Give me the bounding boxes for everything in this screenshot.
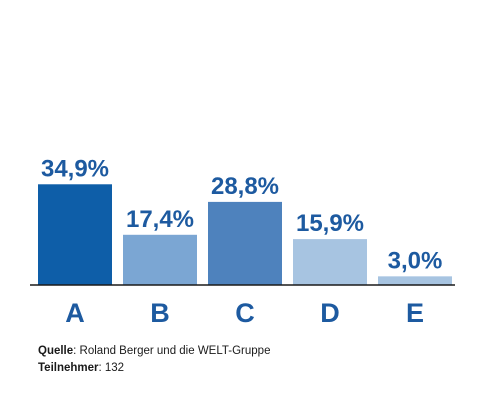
category-label-e: E <box>406 298 424 328</box>
value-label-c: 28,8% <box>211 173 279 200</box>
value-labels-group: 34,9% 17,4% 28,8% 15,9% 3,0% <box>41 155 442 274</box>
value-label-e: 3,0% <box>388 247 443 274</box>
category-label-b: B <box>150 298 170 328</box>
source-label: Quelle <box>38 345 74 357</box>
source-note: Quelle: Roland Berger und die WELT-Grupp… <box>38 345 270 357</box>
bar-b <box>123 234 197 285</box>
category-labels-group: A B C D E <box>65 298 424 328</box>
category-label-a: A <box>65 298 85 328</box>
value-label-a: 34,9% <box>41 155 109 182</box>
category-label-d: D <box>320 298 340 328</box>
source-text: : Roland Berger und die WELT-Gruppe <box>73 345 271 357</box>
value-label-b: 17,4% <box>126 206 194 233</box>
participants-label: Teilnehmer <box>38 362 99 374</box>
bar-a <box>38 184 112 285</box>
bar-c <box>208 201 282 285</box>
bar-e <box>378 276 452 285</box>
participants-text: : 132 <box>98 362 125 374</box>
category-label-c: C <box>235 298 255 328</box>
bars-group <box>38 184 452 285</box>
value-label-d: 15,9% <box>296 210 364 237</box>
bar-d <box>293 239 367 285</box>
participants-note: Teilnehmer: 132 <box>38 362 124 374</box>
